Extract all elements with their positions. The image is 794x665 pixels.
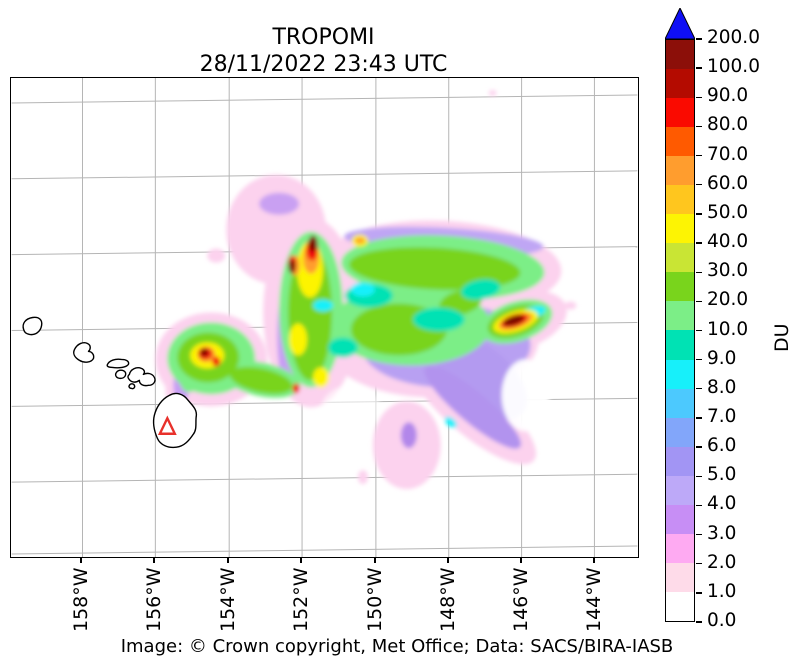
colorbar-tick	[696, 96, 702, 98]
colorbar-segment	[666, 562, 694, 592]
x-axis-tick	[520, 558, 522, 563]
colorbar-tick	[696, 592, 702, 594]
x-axis-tick-label: 144°W	[583, 567, 605, 632]
figure-title: TROPOMI	[272, 25, 375, 50]
colorbar-tick-label: 5.0	[707, 464, 737, 486]
x-axis-tick-label: 146°W	[510, 567, 532, 632]
colorbar-tick	[696, 329, 702, 332]
x-axis-tick	[447, 558, 449, 563]
x-axis-tick	[593, 558, 595, 563]
colorbar-segment	[666, 185, 694, 215]
volcano-marker-icon	[157, 415, 177, 435]
colorbar-segment	[666, 417, 694, 447]
colorbar-tick-label: 90.0	[707, 85, 749, 107]
colorbar-tick-label: 10.0	[707, 318, 749, 340]
map-svg	[11, 78, 638, 557]
colorbar-tick	[696, 446, 702, 448]
colorbar-tick-label: 8.0	[707, 376, 737, 398]
colorbar-segment	[666, 330, 694, 360]
colorbar-segment	[666, 533, 694, 563]
colorbar-segment	[666, 359, 694, 389]
colorbar-tick	[696, 213, 702, 215]
x-axis-tick-label: 154°W	[217, 567, 239, 632]
x-axis-tick-label: 156°W	[143, 567, 165, 632]
colorbar-tick-label: 80.0	[707, 114, 749, 136]
colorbar-tick	[696, 504, 702, 507]
x-axis-tick-label: 152°W	[290, 567, 312, 632]
colorbar-segment	[666, 127, 694, 157]
colorbar-tick-label: 6.0	[707, 435, 737, 457]
colorbar-tick-label: 200.0	[707, 27, 760, 48]
colorbar-tick-label: 1.0	[707, 580, 737, 602]
colorbar-segment	[666, 591, 694, 621]
colorbar-tick-label: 20.0	[707, 289, 749, 311]
colorbar-tick-label: 100.0	[707, 56, 760, 78]
colorbar-tick	[696, 154, 702, 157]
x-axis-tick	[227, 558, 229, 563]
colorbar-segment	[666, 156, 694, 186]
colorbar-tick	[696, 300, 702, 303]
x-axis-tick	[153, 558, 155, 563]
colorbar-tick-label: 30.0	[707, 260, 749, 282]
colorbar-tick-label: 40.0	[707, 231, 749, 253]
x-axis-tick-label: 158°W	[70, 567, 92, 632]
x-axis-tick-label: 150°W	[364, 567, 386, 632]
colorbar-segment	[666, 98, 694, 128]
colorbar-segment	[666, 504, 694, 534]
colorbar-tick	[696, 125, 702, 128]
colorbar-tick	[696, 242, 702, 244]
colorbar-unit-label: DU	[771, 323, 793, 352]
colorbar-tick	[696, 533, 702, 536]
colorbar-segments	[665, 39, 695, 622]
colorbar-segment	[666, 40, 694, 70]
attribution-text: Image: © Crown copyright, Met Office; Da…	[120, 636, 674, 657]
colorbar-tick	[696, 388, 702, 390]
colorbar-tick	[696, 563, 702, 565]
colorbar-tick-label: 7.0	[707, 405, 737, 427]
map-plot-area	[10, 77, 639, 558]
colorbar-segment	[666, 243, 694, 273]
so2-plume	[155, 89, 577, 490]
colorbar-tick-label: 0.0	[707, 610, 737, 631]
colorbar-segment	[666, 475, 694, 505]
colorbar-tick-label: 3.0	[707, 522, 737, 544]
colorbar-segment	[666, 301, 694, 331]
colorbar-tick-label: 70.0	[707, 143, 749, 165]
colorbar-tick	[696, 358, 702, 361]
colorbar-tick-label: 9.0	[707, 347, 737, 369]
colorbar-tick-label: 60.0	[707, 172, 749, 194]
colorbar-tick	[696, 67, 702, 69]
colorbar-tick-label: 50.0	[707, 201, 749, 223]
colorbar-segment	[666, 69, 694, 99]
x-axis-tick	[300, 558, 302, 563]
colorbar-segment	[666, 446, 694, 476]
colorbar-tick-label: 4.0	[707, 493, 737, 515]
x-axis-tick	[374, 558, 376, 563]
figure-datetime: 28/11/2022 23:43 UTC	[199, 52, 448, 77]
colorbar-segment	[666, 388, 694, 418]
colorbar-over-arrow-icon	[665, 8, 695, 39]
colorbar-segment	[666, 272, 694, 302]
colorbar-tick	[696, 417, 702, 419]
colorbar-segment	[666, 214, 694, 244]
colorbar-tick	[696, 184, 702, 186]
colorbar-tick	[696, 38, 702, 40]
x-axis-tick-label: 148°W	[437, 567, 459, 632]
colorbar-tick	[696, 271, 702, 273]
colorbar-tick	[696, 621, 702, 623]
x-axis-tick	[80, 558, 82, 563]
colorbar-tick	[696, 475, 702, 477]
colorbar-tick-label: 2.0	[707, 551, 737, 573]
